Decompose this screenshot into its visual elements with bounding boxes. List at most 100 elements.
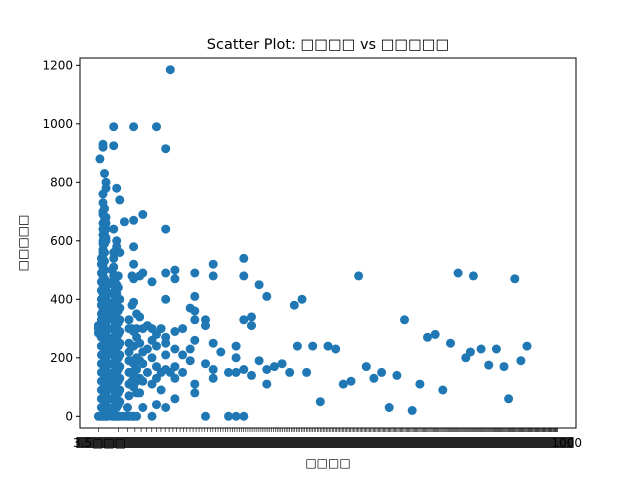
plot-frame [79,57,577,429]
scatter-point [231,341,241,351]
scatter-point [115,294,125,304]
scatter-point [239,253,249,263]
scatter-point [423,332,432,342]
x-axis-label: □□□□ [305,456,350,470]
scatter-point [510,274,520,284]
scatter-point [109,224,119,234]
scatter-point [262,365,272,374]
scatter-point [161,338,171,348]
scatter-point [129,242,139,252]
scatter-point [190,291,200,301]
scatter-point [135,338,145,348]
scatter-point [178,324,188,334]
scatter-point [109,262,119,272]
scatter-point [135,388,145,398]
scatter-point [115,195,125,205]
scatter-point [109,122,119,132]
scatter-point [113,271,123,281]
scatter-point [323,341,333,351]
scatter-point [113,283,123,293]
scatter-point [115,248,125,257]
scatter-point [216,347,226,357]
scatter-point [115,327,125,336]
scatter-point [315,397,325,407]
scatter-point [124,315,134,325]
scatter-point [115,362,125,372]
scatter-point [109,141,119,151]
scatter-point [115,338,125,348]
scatter-point [289,300,299,310]
scatter-point [407,406,417,415]
scatter-point [170,394,180,404]
scatter-point [170,274,180,284]
points-layer [93,65,532,421]
scatter-point [208,259,218,269]
scatter-point [208,365,218,374]
scatter-point [499,362,509,372]
scatter-point [132,411,142,421]
scatter-point [152,400,161,410]
scatter-point [165,65,175,75]
y-tick-label: 400 [50,292,73,306]
scatter-point [100,248,109,257]
y-ticks: 0 200 400 600 800 1000 1200 [42,58,80,423]
scatter-point [101,236,111,246]
scatter-point [156,324,166,334]
scatter-point [129,297,139,307]
scatter-point [190,335,200,345]
scatter-point [109,253,119,263]
scatter-point [522,341,532,351]
scatter-point [161,224,171,234]
scatter-point [138,403,148,412]
scatter-point [302,367,312,377]
scatter-point [161,144,171,154]
scatter-point [123,403,132,412]
scatter-point [465,347,475,357]
scatter-point [129,122,139,132]
chart-title: Scatter Plot: □□□□ vs □□□□□ [207,37,449,53]
scatter-point [201,359,210,369]
scatter-point [170,362,180,372]
scatter-point [262,379,272,389]
scatter-point [292,341,302,351]
scatter-point [185,344,195,354]
y-tick-label: 200 [50,351,73,365]
scatter-point [254,356,264,366]
scatter-point [239,315,249,325]
scatter-point [190,315,200,325]
scatter-point [142,367,152,377]
scatter-point [161,294,171,304]
scatter-point [138,268,148,278]
scatter-point [239,271,249,281]
scatter-point [147,277,157,287]
scatter-point [190,379,200,389]
scatter-point [132,365,142,374]
scatter-point [468,271,478,281]
scatter-point [231,411,241,421]
scatter-point [190,388,200,398]
scatter-point [170,327,180,336]
x-tick-label-last: 1000 [551,436,582,450]
scatter-point [138,359,148,369]
x-tick-label-first: 3.5□□□ [73,436,126,450]
scatter-point [377,367,387,377]
y-axis-label: □□□□□ [16,215,30,272]
scatter-point [161,403,171,412]
scatter-point [129,259,139,269]
scatter-point [208,338,218,348]
scatter-point [147,353,157,363]
scatter-point [453,268,463,278]
scatter-point [115,397,125,407]
scatter-point [152,341,161,351]
scatter-point [101,183,111,193]
scatter-point [361,362,371,372]
scatter-point [392,370,402,380]
scatter-point [147,411,157,421]
scatter-point [132,324,142,334]
scatter-point [208,271,218,281]
scatter-point [476,344,486,354]
scatter-point [119,217,129,227]
y-tick-label: 600 [50,234,73,248]
scatter-point [135,312,145,322]
scatter-point [115,350,125,360]
